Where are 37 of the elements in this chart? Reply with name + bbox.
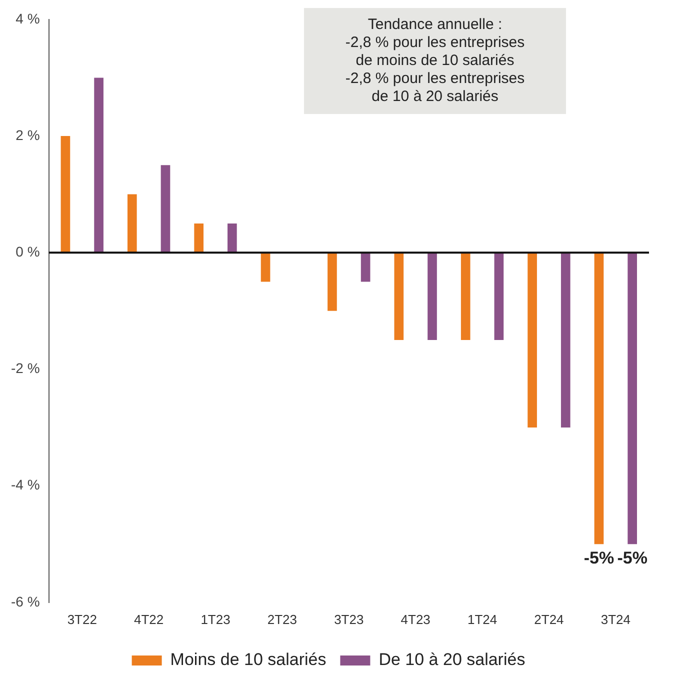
- note-panel: Tendance annuelle : -2,8 % pour les entreprises de moins de 10 salariés -2,8 % pour les entreprises de 10 à 20 salariés: [304, 8, 566, 114]
- bar: [127, 194, 137, 253]
- bar: [428, 252, 437, 340]
- y-tick-label: -2 %: [10, 360, 40, 376]
- bar: [194, 223, 204, 253]
- x-tick-label: 4T23: [400, 612, 430, 627]
- bar: [94, 78, 104, 253]
- bar: [560, 252, 570, 428]
- x-tick-label: 2T24: [534, 612, 564, 627]
- legend-label: De 10 à 20 salariés: [378, 650, 526, 670]
- x-tick-label: 3T23: [334, 612, 364, 627]
- bar: [360, 252, 370, 282]
- y-tick-label: 0 %: [16, 243, 40, 260]
- y-tick-label: 2 %: [16, 126, 40, 143]
- x-tick-label: 4T22: [134, 612, 164, 627]
- bar: [328, 252, 337, 311]
- bar: [594, 252, 604, 544]
- x-tick-label: 3T22: [67, 612, 97, 627]
- y-tick-label: -6 %: [10, 593, 40, 610]
- y-tick-label: 4 %: [16, 10, 40, 26]
- bar: [460, 252, 470, 340]
- x-tick-label: 3T24: [600, 612, 630, 627]
- legend-label: Moins de 10 salariés: [170, 650, 326, 670]
- data-label: -5%: [617, 548, 648, 568]
- bar: [260, 252, 270, 282]
- x-tick-label: 1T23: [200, 612, 230, 627]
- bar: [494, 252, 504, 340]
- x-tick-label: 1T24: [467, 612, 498, 627]
- data-label: -5%: [584, 548, 614, 568]
- y-tick-label: -4 %: [10, 476, 40, 493]
- bar: [394, 252, 404, 340]
- x-tick-label: 2T23: [267, 612, 298, 627]
- bar: [160, 165, 170, 253]
- bar: [228, 223, 237, 253]
- bar: [60, 136, 70, 253]
- bar: [628, 252, 637, 544]
- bar: [528, 252, 537, 428]
